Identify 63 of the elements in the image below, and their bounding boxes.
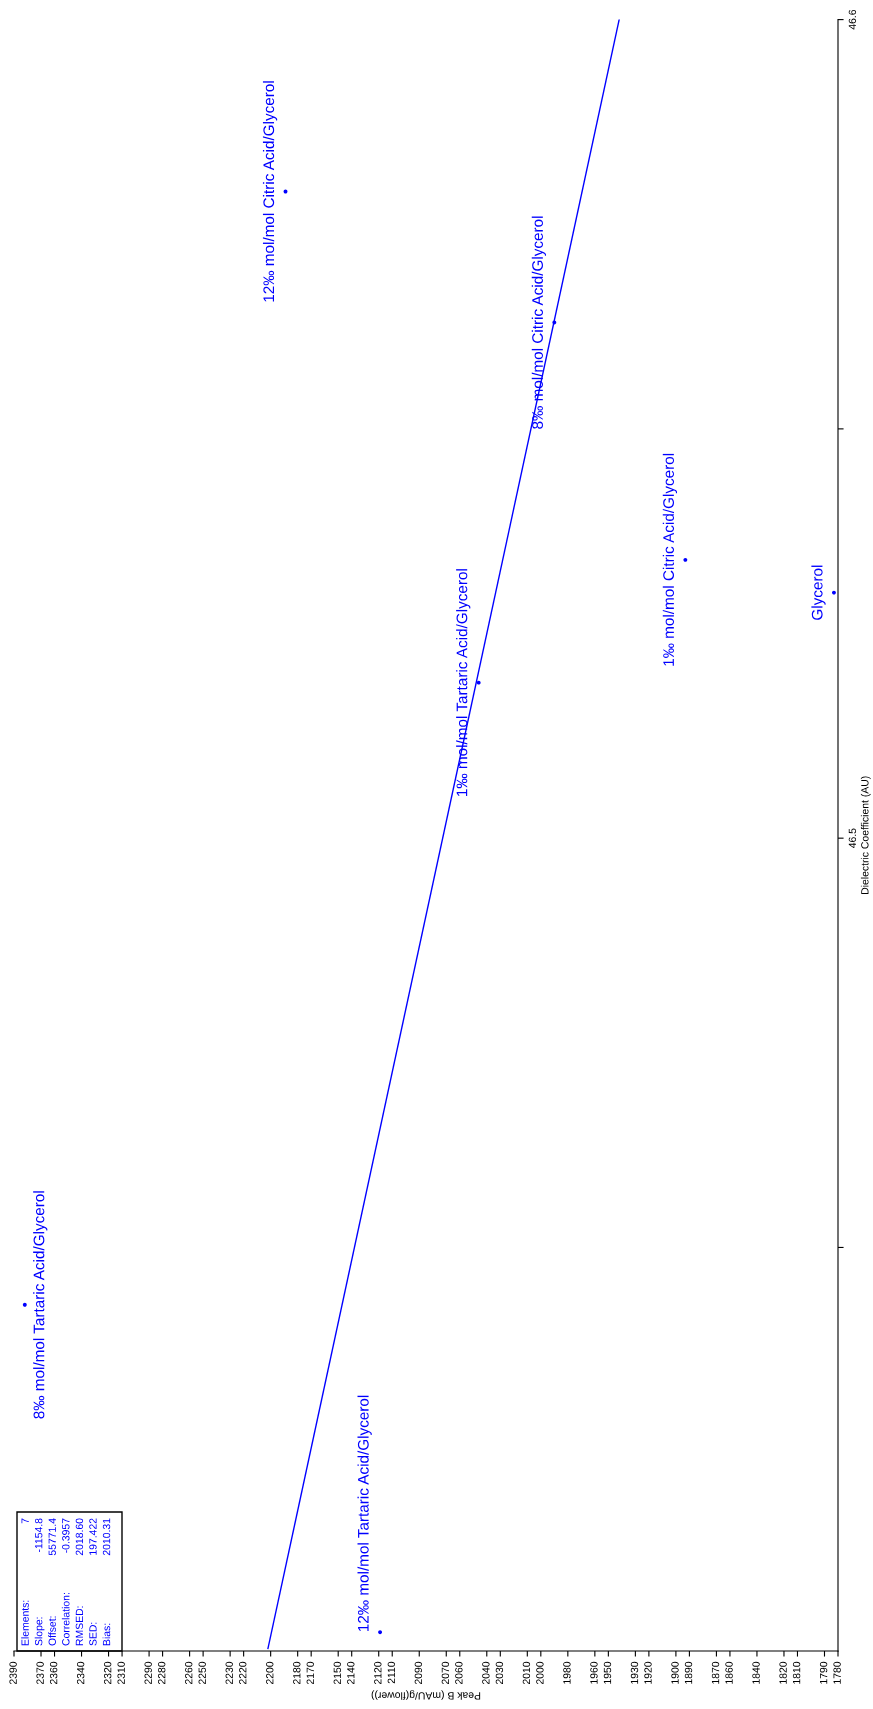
annotation: 1‰ mol/mol Tartaric Acid/Glycerol [456, 569, 471, 796]
x-axis-title: Peak B (mAU/g(flower)) [371, 1690, 481, 1700]
x-tick-label: 1860 [725, 1661, 733, 1684]
x-tick-label: 2010 [522, 1661, 531, 1685]
x-tick-label: 1900 [671, 1661, 679, 1684]
point [831, 590, 836, 595]
x-tick-label: 2120 [374, 1661, 382, 1685]
y-tick-label: 46.6 [848, 9, 857, 30]
annotation: 12‰ mol/mol Tartaric Acid/Glycerol [357, 1395, 372, 1632]
annotation: 8‰ mol/mol Citric Acid/Glycerol [531, 216, 546, 429]
x-tick-label: 2170 [306, 1661, 314, 1685]
x-tick-label: 1840 [752, 1661, 760, 1684]
x-tick-label: 1810 [792, 1661, 801, 1684]
text: SED: 197.422 [89, 1518, 97, 1646]
text: Elements: 7 [21, 1518, 29, 1646]
annotation: 12‰ mol/mol Citric Acid/Glycerol [262, 81, 278, 302]
x-tick-label: 1790 [819, 1661, 828, 1684]
point [683, 557, 688, 562]
x-tick-label: 2390 [9, 1661, 17, 1685]
x-tick-label: 1960 [590, 1661, 598, 1684]
x-tick-label: 2090 [414, 1661, 423, 1685]
x-tick-label: 2030 [495, 1661, 504, 1685]
x-tick-label: 1890 [684, 1661, 693, 1684]
text: RMSED: 2018.60 [75, 1518, 84, 1646]
x-tick-label: 1980 [563, 1661, 571, 1684]
x-tick-label: 2320 [103, 1661, 112, 1685]
x-tick-label: 1950 [603, 1661, 612, 1684]
x-tick-label: 2310 [117, 1661, 125, 1685]
point [476, 680, 481, 685]
x-tick-label: 2040 [482, 1661, 490, 1685]
text: Offset: 55771.4 [48, 1518, 56, 1646]
x-tick-label: 2260 [185, 1661, 193, 1685]
annotation: Glycerol [811, 565, 826, 620]
x-tick-label: 2060 [455, 1661, 463, 1685]
y-axis-title: Dielectric Coefficient (AU) [860, 776, 871, 894]
text: Bias: 2010.31 [102, 1518, 111, 1646]
x-tick-label: 2000 [536, 1661, 544, 1685]
x-tick-label: 1820 [779, 1661, 787, 1684]
text: Slope: -1154.8 [34, 1518, 45, 1646]
point [22, 1302, 27, 1307]
x-tick-label: 2250 [198, 1661, 206, 1685]
annotation: 1‰ mol/mol Citric Acid/Glycerol [662, 453, 678, 666]
x-tick-label: 2360 [49, 1661, 58, 1685]
x-tick-label: 1870 [711, 1661, 720, 1684]
x-tick-label: 2370 [36, 1661, 44, 1685]
x-tick-label: 2200 [266, 1661, 274, 1685]
x-tick-label: 1780 [833, 1661, 841, 1684]
annotation: 8‰ mol/mol Tartaric Acid/Glycerol [33, 1191, 48, 1419]
point [378, 1630, 383, 1635]
x-tick-label: 2180 [293, 1661, 301, 1685]
x-tick-label: 1930 [630, 1661, 639, 1684]
x-tick-label: 2220 [239, 1661, 247, 1685]
x-tick-label: 1920 [644, 1661, 652, 1684]
x-tick-label: 2230 [225, 1661, 233, 1685]
x-tick-label: 2280 [158, 1661, 166, 1685]
x-tick-label: 2070 [441, 1661, 450, 1685]
x-tick-label: 2340 [76, 1661, 85, 1685]
text: Correlation: -0.3957 [61, 1518, 70, 1646]
y-tick-label: 46.5 [848, 828, 857, 849]
x-tick-label: 2290 [144, 1661, 152, 1685]
x-tick-label: 2140 [347, 1661, 355, 1685]
x-tick-label: 2110 [387, 1661, 396, 1684]
x-tick-label: 2150 [333, 1661, 341, 1685]
